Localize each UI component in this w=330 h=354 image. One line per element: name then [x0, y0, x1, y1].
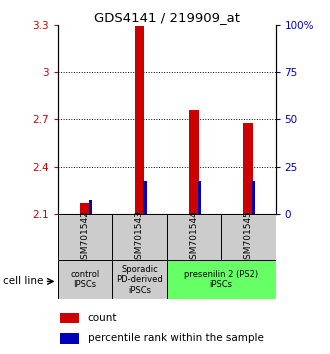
Bar [221, 214, 276, 260]
Text: percentile rank within the sample: percentile rank within the sample [87, 333, 263, 343]
Text: GSM701542: GSM701542 [81, 210, 89, 264]
Bar [89, 200, 92, 214]
Bar [80, 203, 90, 214]
Text: GSM701544: GSM701544 [189, 210, 198, 264]
Text: GSM701545: GSM701545 [244, 210, 253, 265]
Bar [58, 260, 112, 299]
Text: cell line: cell line [3, 276, 44, 286]
Bar [112, 214, 167, 260]
Text: Sporadic
PD-derived
iPSCs: Sporadic PD-derived iPSCs [116, 265, 163, 295]
Text: GSM701543: GSM701543 [135, 210, 144, 265]
Text: presenilin 2 (PS2)
iPSCs: presenilin 2 (PS2) iPSCs [184, 270, 258, 289]
Text: control
IPSCs: control IPSCs [70, 270, 100, 289]
Bar [167, 214, 221, 260]
Bar [189, 110, 199, 214]
Bar [167, 260, 276, 299]
Bar [198, 181, 201, 214]
Bar [252, 181, 255, 214]
Text: count: count [87, 313, 117, 323]
Title: GDS4141 / 219909_at: GDS4141 / 219909_at [94, 11, 240, 24]
Bar [58, 214, 112, 260]
Bar [112, 260, 167, 299]
Bar [135, 26, 144, 214]
Bar [60, 333, 80, 343]
Bar [244, 122, 253, 214]
Bar [143, 181, 147, 214]
Bar [60, 313, 80, 323]
